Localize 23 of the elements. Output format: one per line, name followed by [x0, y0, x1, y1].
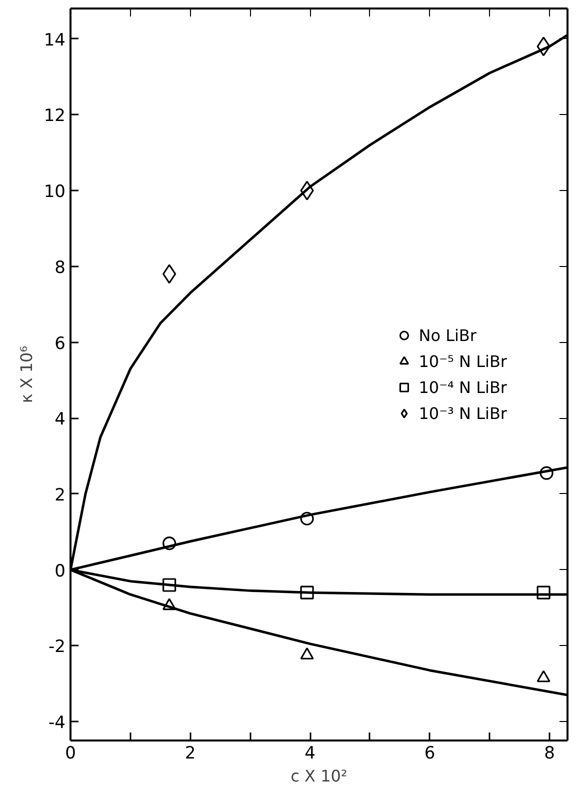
x-tick-label: 4 [304, 744, 316, 764]
y-axis-title: κ X 10⁶ [16, 346, 36, 404]
y-tick-label: -2 [48, 637, 66, 658]
point [162, 264, 176, 284]
y-tick-label: 8 [54, 258, 66, 278]
legend-label: 10⁻⁴ N LiBr [418, 378, 507, 396]
x-tick-label: 8 [544, 744, 555, 764]
y-tick-label: 2 [54, 485, 66, 506]
y-tick-label: 12 [44, 106, 66, 126]
y-tick-label: 6 [54, 334, 66, 354]
legend-label: 10⁻³ N LiBr [418, 404, 507, 422]
x-axis-title: c X 10² [290, 766, 348, 786]
point [536, 670, 550, 682]
x-tick-label: 6 [424, 744, 436, 764]
y-tick-label: -4 [48, 713, 66, 734]
x-tick-label: 2 [184, 744, 196, 764]
y-tick-label: 10 [44, 182, 66, 202]
point [300, 647, 314, 660]
y-tick-label: 4 [54, 410, 66, 430]
y-tick-label: 0 [54, 561, 66, 582]
legend-label: No LiBr [418, 326, 476, 344]
y-tick-label: 14 [44, 30, 66, 50]
legend-label: 10⁻⁵ N LiBr [418, 352, 507, 370]
